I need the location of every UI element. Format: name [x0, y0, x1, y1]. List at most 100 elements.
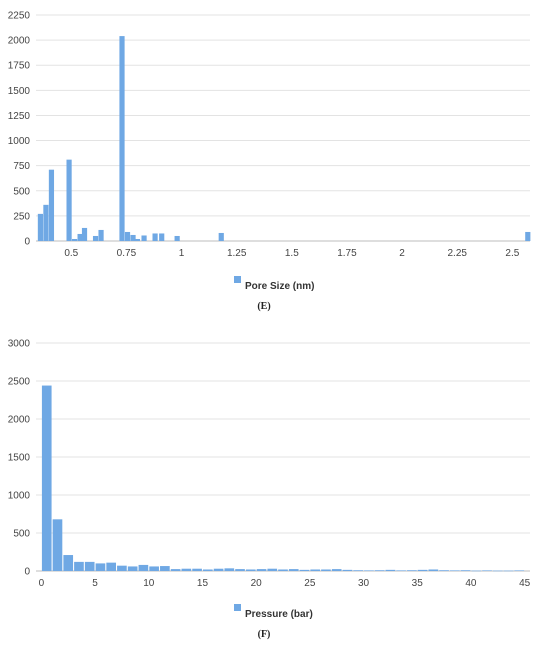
histogram-bar	[525, 231, 531, 241]
pressure-legend-swatch	[234, 604, 241, 611]
histogram-bar	[364, 570, 374, 571]
histogram-bar	[81, 227, 88, 241]
histogram-bar	[235, 569, 245, 571]
histogram-bar	[417, 569, 428, 571]
x-tick-label: 1.25	[227, 248, 247, 259]
pore-size-legend-label: Pore Size (nm)	[245, 281, 314, 292]
histogram-bar	[224, 568, 235, 571]
histogram-bar	[396, 570, 406, 571]
histogram-bar	[503, 570, 514, 572]
histogram-bar	[92, 235, 99, 241]
histogram-bar	[127, 566, 138, 571]
histogram-bar	[449, 570, 460, 571]
pressure-legend-label: Pressure (bar)	[245, 609, 313, 620]
histogram-bar	[460, 570, 471, 571]
y-tick-label: 1750	[8, 61, 31, 72]
y-tick-label: 1000	[8, 491, 31, 502]
histogram-bar	[299, 569, 310, 571]
pressure-gridlines	[36, 342, 530, 572]
histogram-bar	[95, 563, 106, 571]
pore-size-gridlines	[36, 14, 530, 242]
histogram-bar	[374, 570, 385, 571]
y-tick-label: 1250	[8, 111, 31, 122]
histogram-bar	[130, 234, 136, 241]
histogram-bar	[149, 566, 159, 571]
histogram-bar	[407, 570, 417, 571]
x-tick-label: 35	[412, 578, 424, 589]
histogram-bar	[77, 233, 83, 241]
histogram-bar	[278, 569, 288, 571]
histogram-bar	[48, 169, 55, 241]
histogram-bar	[117, 565, 127, 571]
histogram-bar	[72, 238, 78, 241]
histogram-bar	[106, 562, 117, 571]
y-tick-label: 250	[13, 211, 30, 222]
y-tick-label: 1000	[8, 136, 31, 147]
histogram-bar	[202, 569, 213, 571]
histogram-bar	[141, 235, 147, 241]
x-tick-label: 25	[304, 578, 316, 589]
histogram-bar	[174, 235, 180, 241]
pore-size-legend-swatch	[234, 276, 241, 283]
histogram-bar	[492, 570, 503, 572]
y-tick-label: 2500	[8, 377, 31, 388]
pressure-chart: 0 500 1000 1500 2000 2500 3000 0 5 10 15 20 25 30 35 4…	[8, 339, 531, 641]
histogram-bar	[353, 570, 364, 571]
chart-e-caption: (E)	[257, 301, 270, 312]
histogram-bar	[331, 569, 342, 571]
x-tick-label: 2.25	[447, 248, 467, 259]
histogram-bar	[74, 561, 84, 571]
histogram-bar	[159, 233, 165, 241]
histogram-bar	[181, 568, 192, 571]
histogram-bar	[134, 238, 141, 241]
histogram-bar	[84, 561, 95, 571]
histogram-bar	[138, 564, 149, 571]
chart-f-caption: (F)	[258, 629, 271, 640]
histogram-bar	[213, 568, 224, 571]
x-tick-label: 5	[92, 578, 98, 589]
x-tick-label: 30	[358, 578, 370, 589]
x-tick-label: 0	[39, 578, 45, 589]
histogram-bar	[385, 569, 396, 571]
x-tick-label: 10	[143, 578, 155, 589]
x-tick-label: 1.5	[285, 248, 299, 259]
y-tick-label: 2000	[8, 36, 31, 47]
histogram-bar	[43, 204, 49, 241]
x-tick-label: 1.75	[337, 248, 357, 259]
histogram-bar	[482, 570, 492, 571]
histogram-bar	[119, 36, 125, 241]
histogram-bar	[41, 385, 52, 571]
x-tick-label: 15	[197, 578, 209, 589]
pressure-y-ticks: 0 500 1000 1500 2000 2500 3000	[8, 339, 31, 578]
histogram-bar	[63, 555, 74, 571]
histogram-bar	[439, 570, 449, 571]
histogram-bar	[321, 569, 331, 571]
histogram-bar	[192, 568, 202, 571]
y-tick-label: 750	[13, 161, 30, 172]
x-tick-label: 1	[179, 248, 185, 259]
x-tick-label: 0.75	[117, 248, 137, 259]
pore-size-bars	[37, 36, 531, 241]
histogram-bar	[98, 229, 104, 241]
histogram-bar	[66, 159, 72, 241]
pore-size-x-ticks: 0.5 0.75 1 1.25 1.5 1.75 2 2.25 2.5	[64, 248, 519, 259]
histogram-bar	[342, 569, 353, 571]
histogram-bar	[52, 519, 63, 571]
x-tick-label: 40	[465, 578, 477, 589]
histogram-bar	[428, 569, 439, 571]
histogram-bar	[267, 568, 278, 571]
x-tick-label: 2.5	[505, 248, 519, 259]
histogram-bar	[124, 231, 131, 241]
x-tick-label: 2	[399, 248, 405, 259]
y-tick-label: 0	[24, 237, 30, 248]
y-tick-label: 1500	[8, 86, 31, 97]
y-tick-label: 2250	[8, 11, 31, 22]
x-tick-label: 0.5	[64, 248, 78, 259]
y-tick-label: 2000	[8, 415, 31, 426]
x-tick-label: 45	[519, 578, 531, 589]
pore-size-y-ticks: 0 250 500 750 1000 1250 1500 1750 2000 2250	[8, 11, 31, 248]
histogram-bar	[37, 213, 44, 241]
histogram-bar	[288, 569, 299, 571]
histogram-bar	[152, 233, 158, 241]
